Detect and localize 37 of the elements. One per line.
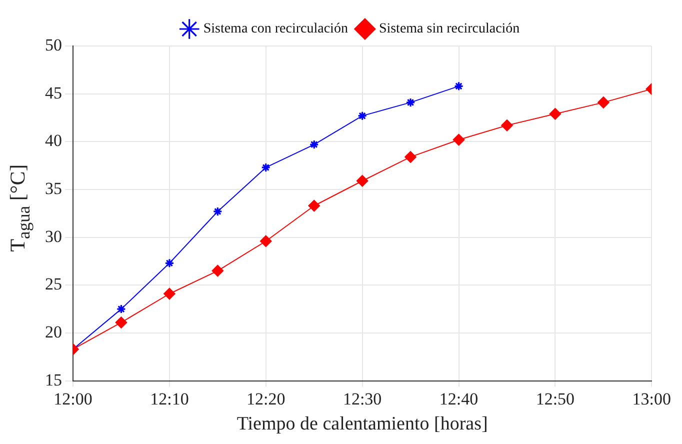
point	[549, 108, 561, 120]
y-tick-label: 40	[45, 131, 62, 150]
point	[404, 151, 416, 163]
point	[454, 81, 464, 91]
y-tick-label: 45	[45, 83, 62, 102]
y-tick-label: 50	[45, 35, 62, 54]
point	[261, 162, 271, 172]
y-tick-label: 20	[45, 322, 62, 342]
y-tick-label: 15	[45, 370, 62, 390]
point	[598, 96, 610, 108]
x-tick-label: 12:20	[246, 389, 286, 408]
point	[212, 206, 222, 216]
x-tick-label: 13:00	[632, 389, 672, 408]
x-tick-label: 12:00	[54, 389, 92, 408]
legend-label: Sistema con recirculación	[203, 22, 348, 37]
x-tick-label: 12:50	[536, 389, 575, 408]
point	[501, 120, 513, 132]
legend-label: Sistema sin recirculación	[378, 22, 520, 37]
point	[164, 258, 174, 268]
point	[212, 264, 224, 277]
x-tick-label: 12:10	[150, 389, 189, 408]
point	[309, 140, 319, 150]
point	[164, 288, 176, 300]
point	[356, 175, 368, 187]
x-axis-title: Tiempo de calentamiento [horas]	[236, 414, 488, 435]
point	[406, 98, 416, 108]
y-tick-label: 25	[45, 274, 62, 294]
point	[115, 316, 127, 328]
y-tick-label: 30	[45, 226, 62, 246]
point	[452, 134, 465, 146]
y-tick-label: 35	[45, 178, 62, 198]
point	[260, 235, 272, 247]
point	[358, 111, 368, 121]
point	[308, 200, 320, 212]
x-tick-label: 12:40	[439, 389, 478, 408]
x-tick-label: 12:30	[342, 389, 382, 408]
point	[116, 304, 126, 314]
